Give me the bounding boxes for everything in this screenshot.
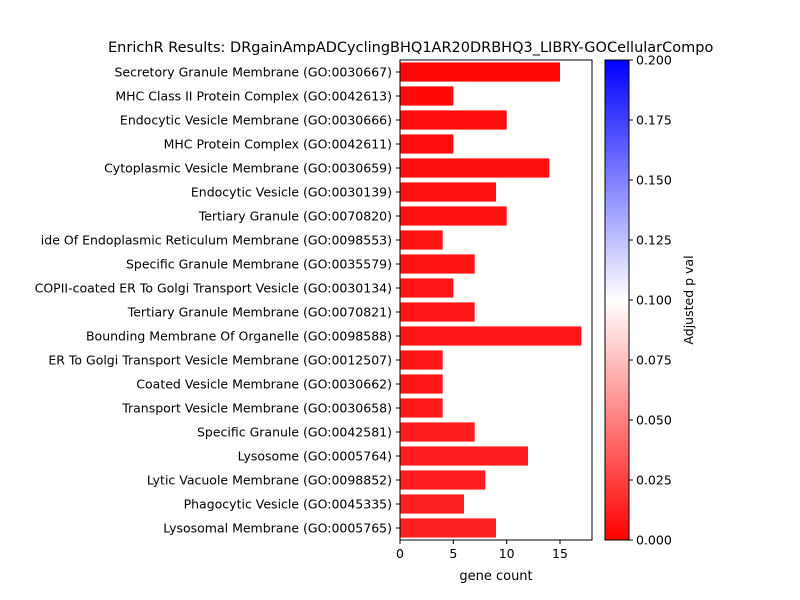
category-label: Cytoplasmic Vesicle Membrane (GO:0030659… bbox=[104, 161, 392, 176]
colorbar-tick-label: 0.200 bbox=[636, 53, 672, 68]
bar bbox=[400, 230, 443, 250]
x-axis-label: gene count bbox=[459, 569, 532, 584]
category-label: Bounding Membrane Of Organelle (GO:00985… bbox=[86, 329, 392, 344]
category-label: Transport Vesicle Membrane (GO:0030658) bbox=[121, 401, 392, 416]
bar bbox=[400, 206, 507, 226]
colorbar-tick-label: 0.050 bbox=[636, 413, 672, 428]
category-label: Lysosome (GO:0005764) bbox=[238, 449, 392, 464]
category-label: Specific Granule (GO:0042581) bbox=[197, 425, 392, 440]
bar bbox=[400, 374, 443, 394]
category-label: Tertiary Granule (GO:0070820) bbox=[198, 209, 392, 224]
bar bbox=[400, 494, 464, 514]
category-label: MHC Protein Complex (GO:0042611) bbox=[164, 137, 392, 152]
colorbar-tick-label: 0.025 bbox=[636, 473, 672, 488]
category-label: Endocytic Vesicle (GO:0030139) bbox=[191, 185, 392, 200]
category-label: Tertiary Granule Membrane (GO:0070821) bbox=[127, 305, 392, 320]
bar bbox=[400, 254, 475, 274]
bar bbox=[400, 278, 454, 298]
bar bbox=[400, 62, 560, 82]
bar bbox=[400, 134, 454, 154]
bar bbox=[400, 398, 443, 418]
category-label: Phagocytic Vesicle (GO:0045335) bbox=[184, 497, 392, 512]
bar bbox=[400, 86, 454, 106]
category-label: Lytic Vacuole Membrane (GO:0098852) bbox=[147, 473, 392, 488]
x-tick-label: 15 bbox=[552, 546, 568, 561]
colorbar-tick-label: 0.175 bbox=[636, 113, 672, 128]
plot-frame bbox=[399, 59, 593, 541]
category-label: ide Of Endoplasmic Reticulum Membrane (G… bbox=[41, 233, 392, 248]
colorbar-tick-label: 0.075 bbox=[636, 353, 672, 368]
bar bbox=[400, 470, 486, 490]
colorbar-tick-label: 0.125 bbox=[636, 233, 672, 248]
x-tick-label: 0 bbox=[396, 546, 404, 561]
colorbar-tick-label: 0.000 bbox=[636, 533, 672, 548]
bar bbox=[400, 350, 443, 370]
category-label: Specific Granule Membrane (GO:0035579) bbox=[126, 257, 392, 272]
colorbar-ticks: 0.000 0.025 0.050 0.075 0.100 0.125 0.150 0.175… bbox=[629, 53, 672, 548]
category-labels: Secretory Granule Membrane (GO:0030667) M… bbox=[35, 65, 400, 536]
x-tick-label: 5 bbox=[449, 546, 457, 561]
bar bbox=[400, 422, 475, 442]
x-axis: 0 5 10 15 bbox=[396, 540, 568, 561]
category-label: Coated Vesicle Membrane (GO:0030662) bbox=[136, 377, 392, 392]
colorbar-tick-label: 0.100 bbox=[636, 293, 672, 308]
category-label: COPII-coated ER To Golgi Transport Vesic… bbox=[35, 281, 392, 296]
bar bbox=[400, 158, 550, 178]
colorbar-label: Adjusted p val bbox=[681, 255, 696, 344]
category-label: Secretory Granule Membrane (GO:0030667) bbox=[115, 65, 393, 80]
colorbar-gradient bbox=[604, 59, 630, 541]
bar bbox=[400, 110, 507, 130]
colorbar-tick-label: 0.150 bbox=[636, 173, 672, 188]
category-label: Lysosomal Membrane (GO:0005765) bbox=[163, 521, 392, 536]
x-tick-label: 10 bbox=[499, 546, 515, 561]
bar-group bbox=[400, 62, 582, 538]
bar bbox=[400, 302, 475, 322]
bar bbox=[400, 326, 582, 346]
category-label: MHC Class II Protein Complex (GO:0042613… bbox=[115, 89, 392, 104]
bar bbox=[400, 182, 496, 202]
colorbar: 0.000 0.025 0.050 0.075 0.100 0.125 0.150 0.175… bbox=[604, 53, 696, 548]
category-label: Endocytic Vesicle Membrane (GO:0030666) bbox=[120, 113, 392, 128]
category-label: ER To Golgi Transport Vesicle Membrane (… bbox=[48, 353, 392, 368]
bar bbox=[400, 446, 528, 466]
bar bbox=[400, 518, 496, 538]
chart-title: EnrichR Results: DRgainAmpADCyclingBHQ1A… bbox=[108, 40, 713, 56]
